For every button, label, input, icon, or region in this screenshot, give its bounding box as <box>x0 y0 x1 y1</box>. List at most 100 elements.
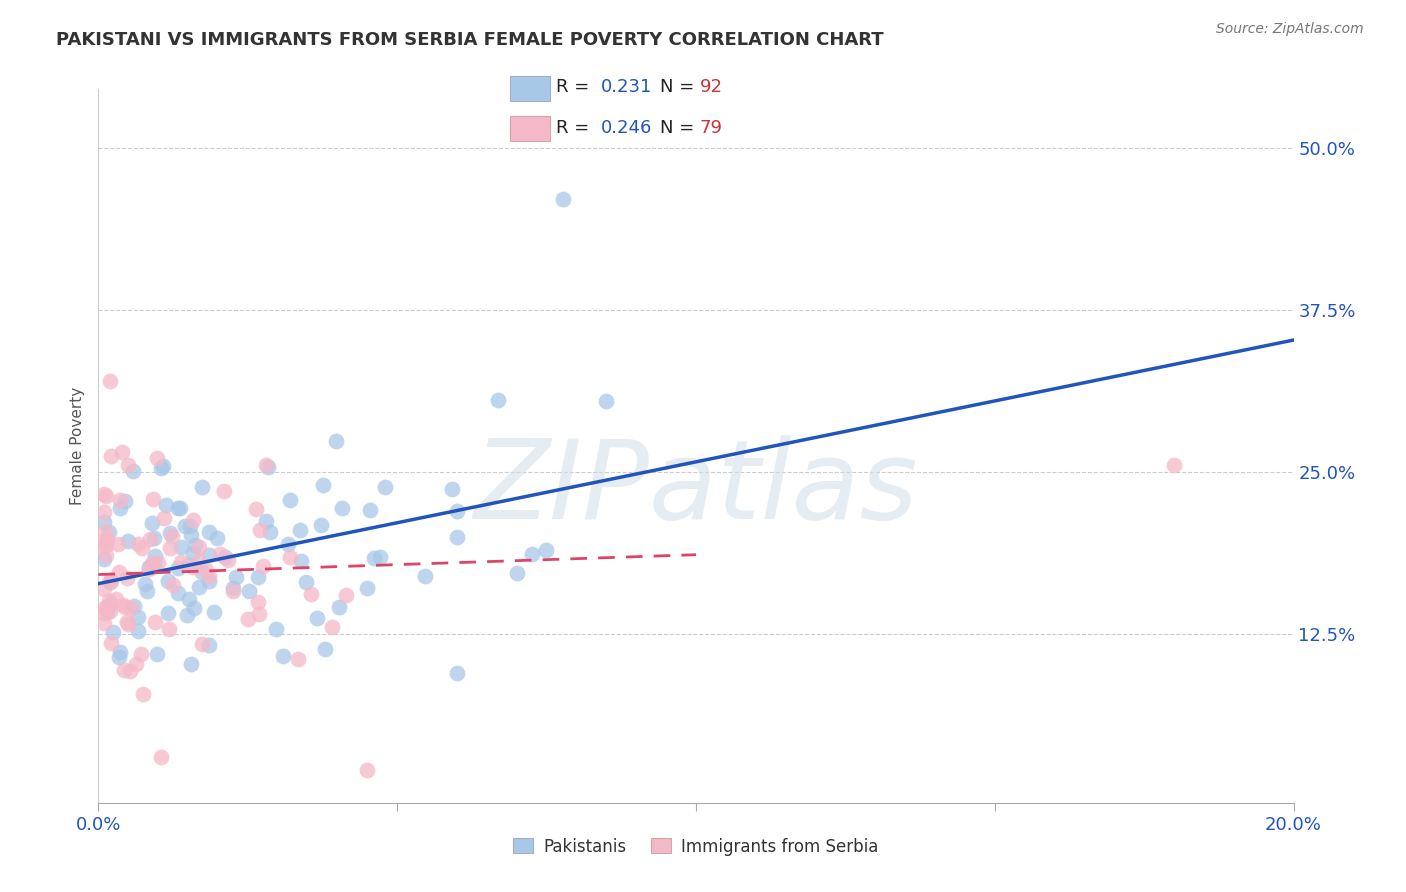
Point <box>132 687 155 701</box>
Point <box>222 583 245 598</box>
Point <box>536 543 558 558</box>
Point <box>177 558 200 573</box>
Point <box>238 612 260 626</box>
Point <box>146 556 169 570</box>
Point <box>153 511 176 525</box>
Point <box>356 764 378 778</box>
Text: ZIPatlas: ZIPatlas <box>474 435 918 542</box>
Point <box>141 556 163 570</box>
Point <box>1163 458 1185 473</box>
Point <box>114 600 136 615</box>
Point <box>188 554 211 568</box>
Point <box>181 560 204 574</box>
Point <box>93 505 115 519</box>
Point <box>183 601 205 615</box>
Point <box>359 503 381 517</box>
Point <box>146 451 169 466</box>
Point <box>245 501 267 516</box>
Point <box>117 616 139 631</box>
Point <box>96 489 118 503</box>
Point <box>96 605 118 619</box>
Point <box>111 445 134 459</box>
Text: N =: N = <box>661 78 695 96</box>
Point <box>97 525 120 540</box>
Point <box>177 592 200 607</box>
Point <box>314 641 336 656</box>
Point <box>191 565 214 579</box>
Point <box>100 574 122 588</box>
Point <box>156 606 179 620</box>
Point <box>198 525 221 540</box>
Point <box>115 615 138 629</box>
Point <box>155 498 177 512</box>
Point <box>142 558 165 573</box>
Point <box>328 599 350 614</box>
Point <box>142 491 165 506</box>
Point <box>162 578 184 592</box>
Point <box>135 584 157 599</box>
Point <box>290 554 312 568</box>
Point <box>111 598 134 612</box>
Point <box>117 534 139 549</box>
Point <box>486 393 509 408</box>
Point <box>125 657 148 672</box>
Point <box>93 606 115 620</box>
Point <box>249 607 271 621</box>
Point <box>120 665 142 679</box>
Point <box>139 532 162 546</box>
Point <box>96 599 118 614</box>
Legend: Pakistanis, Immigrants from Serbia: Pakistanis, Immigrants from Serbia <box>506 831 886 863</box>
Point <box>181 546 204 560</box>
Point <box>127 610 149 624</box>
Point <box>167 560 190 574</box>
Point <box>94 524 117 539</box>
Point <box>120 601 142 615</box>
Point <box>188 580 211 594</box>
Point <box>167 500 190 515</box>
Point <box>294 574 316 589</box>
Point <box>162 529 184 543</box>
Point <box>143 615 166 629</box>
Point <box>257 459 280 474</box>
Point <box>131 541 153 556</box>
Text: 0.231: 0.231 <box>600 78 652 96</box>
Point <box>181 513 204 527</box>
Text: 0.246: 0.246 <box>600 119 652 136</box>
Point <box>252 559 274 574</box>
Point <box>108 645 131 659</box>
Point <box>167 586 190 600</box>
Point <box>368 550 391 565</box>
Point <box>93 582 115 596</box>
Point <box>198 638 221 652</box>
Point <box>309 517 332 532</box>
Point <box>205 531 228 545</box>
Point <box>156 574 179 588</box>
Text: 79: 79 <box>699 119 723 136</box>
Point <box>335 588 357 602</box>
Point <box>214 483 236 498</box>
Point <box>150 460 173 475</box>
Point <box>93 515 115 529</box>
Point <box>238 583 260 598</box>
Point <box>107 537 129 551</box>
Point <box>307 611 329 625</box>
Point <box>180 528 202 542</box>
Text: R =: R = <box>557 119 589 136</box>
Point <box>97 594 120 608</box>
Point <box>363 551 385 566</box>
Point <box>312 477 335 491</box>
Point <box>142 531 165 545</box>
Point <box>169 501 191 516</box>
Point <box>278 550 301 565</box>
Point <box>179 519 201 533</box>
Point <box>254 514 277 528</box>
Point <box>170 540 193 554</box>
Point <box>134 577 156 591</box>
Point <box>96 548 118 562</box>
Point <box>330 500 353 515</box>
Point <box>127 536 149 550</box>
Point <box>138 560 160 574</box>
Point <box>124 599 146 614</box>
Point <box>187 540 209 554</box>
Point <box>159 622 181 636</box>
